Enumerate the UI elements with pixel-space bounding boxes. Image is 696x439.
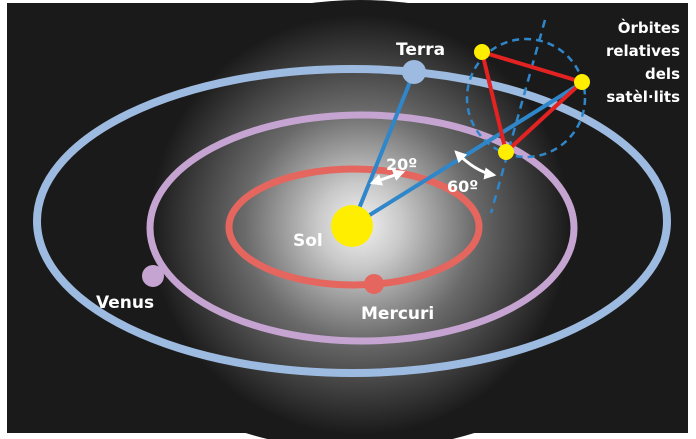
angle-arrow-20 (369, 169, 406, 186)
satellite-top (474, 44, 490, 60)
earth-planet (402, 60, 426, 84)
satellite-triangle (480, 50, 584, 154)
angle-arrow-60 (454, 150, 497, 180)
venus-planet (142, 265, 164, 287)
satellite-right (574, 74, 590, 90)
sun-earth-line (350, 71, 416, 227)
sun (331, 205, 373, 247)
title-line-3: dels (645, 65, 680, 83)
satellite-bottom (498, 144, 514, 160)
mercury-label: Mercuri (361, 304, 434, 324)
angle-label-20: 20º (386, 155, 417, 174)
title-line-1: Òrbites (618, 18, 680, 37)
dashed-axis-line (489, 19, 547, 214)
mercury-planet (364, 274, 384, 294)
relative-satellite-orbit (465, 37, 587, 159)
venus-label: Venus (96, 293, 154, 313)
sun-label: Sol (293, 231, 323, 251)
angle-label-60: 60º (447, 177, 478, 196)
relative-orbits-title: Òrbites relatives dels satèl·lits (606, 18, 680, 106)
title-line-2: relatives (606, 42, 680, 60)
mercury-orbit (225, 165, 483, 289)
earth-orbit (33, 65, 671, 377)
earth-label: Terra (396, 40, 445, 60)
venus-orbit (146, 111, 578, 345)
title-line-4: satèl·lits (606, 88, 680, 106)
